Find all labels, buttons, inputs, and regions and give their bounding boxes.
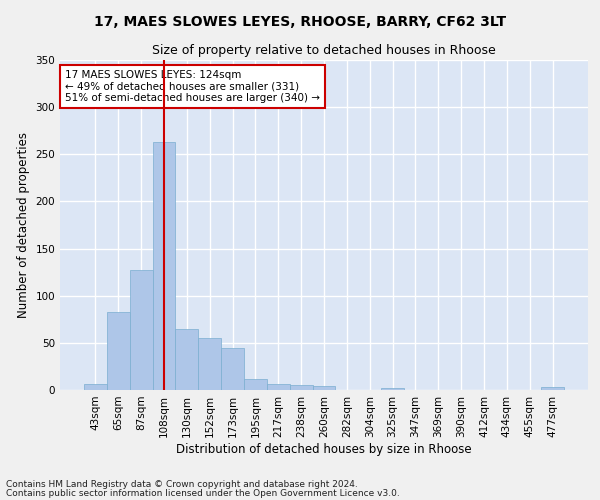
Bar (175, 328, 198, 390)
Bar (107, 312, 130, 390)
Text: 17 MAES SLOWES LEYES: 124sqm
← 49% of detached houses are smaller (331)
51% of s: 17 MAES SLOWES LEYES: 124sqm ← 49% of de… (65, 70, 320, 103)
Bar (84, 384, 107, 390)
Y-axis label: Number of detached properties: Number of detached properties (17, 132, 30, 318)
Bar (152, 142, 175, 390)
Bar (290, 386, 313, 390)
Bar (221, 348, 244, 390)
X-axis label: Distribution of detached houses by size in Rhoose: Distribution of detached houses by size … (176, 442, 472, 456)
Title: Size of property relative to detached houses in Rhoose: Size of property relative to detached ho… (152, 44, 496, 58)
Bar (130, 270, 152, 390)
Bar (541, 387, 564, 390)
Text: Contains public sector information licensed under the Open Government Licence v3: Contains public sector information licen… (6, 489, 400, 498)
Bar (381, 388, 404, 390)
Bar (313, 386, 335, 390)
Bar (198, 338, 221, 390)
Text: Contains HM Land Registry data © Crown copyright and database right 2024.: Contains HM Land Registry data © Crown c… (6, 480, 358, 489)
Text: 17, MAES SLOWES LEYES, RHOOSE, BARRY, CF62 3LT: 17, MAES SLOWES LEYES, RHOOSE, BARRY, CF… (94, 15, 506, 29)
Bar (244, 378, 267, 390)
Bar (267, 384, 290, 390)
